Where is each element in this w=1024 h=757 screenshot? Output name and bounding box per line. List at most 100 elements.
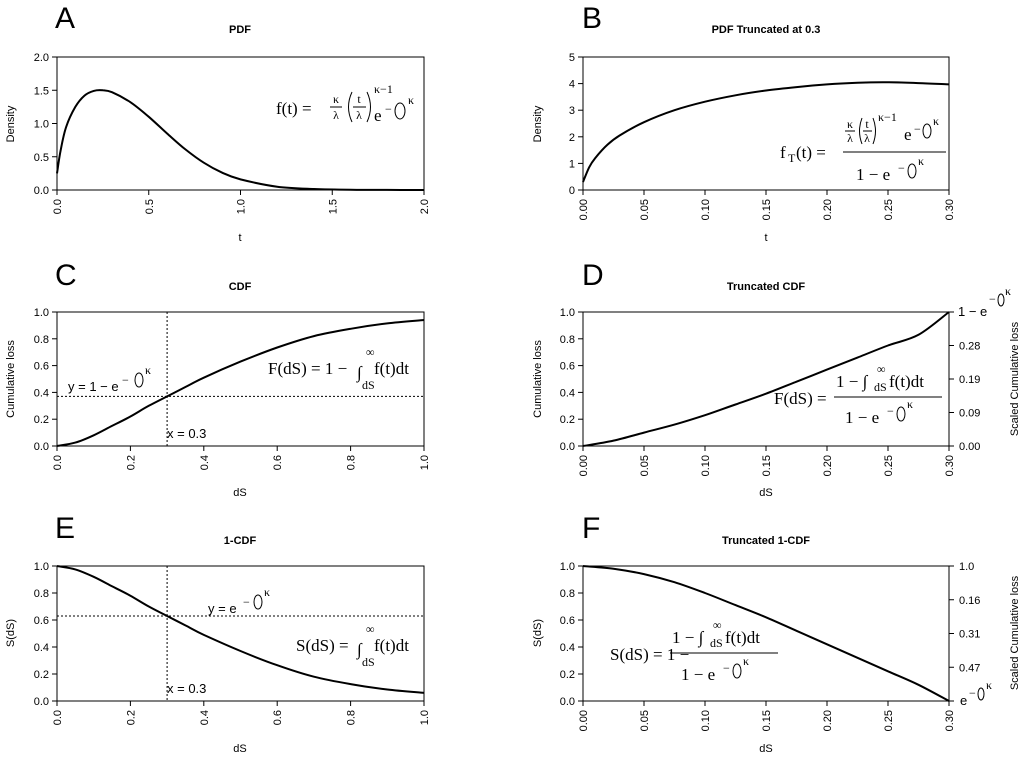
formula-b-f: f	[780, 143, 786, 162]
annotation-y-e-kexp: κ	[264, 585, 270, 599]
formula-a-t: t	[357, 92, 361, 106]
panel-label-d: D	[582, 259, 604, 292]
tick-group-e: 0.0 0.2 0.4 0.6 0.8 1.0 0.0 0.2 0.4 0.6 0.8 1.0	[34, 561, 431, 725]
formula-d-low: dS	[874, 380, 887, 394]
formula-f-lhs: S(dS) = 1 −	[610, 645, 689, 664]
plot-frame-f	[582, 565, 950, 702]
formula-f-inf: ∞	[713, 618, 722, 632]
x-tick-label-e: 1.0	[419, 710, 431, 725]
formula-b-kappa: κ	[847, 117, 853, 131]
x-axis-label-d: dS	[759, 487, 772, 499]
data-line-d	[582, 311, 950, 447]
formula-a-e: e	[374, 106, 382, 125]
annotation-y-c-glyph	[134, 372, 144, 388]
x-tick-label-b: 0.20	[822, 199, 834, 220]
y2-tick-label-d: 0.28	[959, 341, 980, 353]
y2-bottom-label-f: e	[960, 693, 967, 708]
formula-e-lhs: S(dS) =	[296, 636, 349, 655]
y2-bottom-minus-f: −	[969, 686, 976, 700]
formula-b-sub: T	[788, 151, 796, 165]
formula-a-kappa: κ	[333, 92, 339, 106]
y-axis-label-a: Density	[5, 105, 17, 142]
y-tick-label-e: 1.0	[34, 561, 49, 573]
annotation-y-c-kexp: κ	[145, 363, 151, 377]
formula-e-int: ∫	[356, 640, 363, 660]
chart-title-d: Truncated CDF	[727, 281, 806, 293]
formula-e: S(dS) = ∫ ∞ dS f(t)dt	[296, 622, 409, 669]
tick-group-a: 0.0 0.5 1.0 1.5 2.0 0.0 0.5 1.0 1.5 2.0	[34, 52, 431, 214]
y2-tick-label-f: 1.0	[959, 561, 974, 573]
formula-d-body: f(t)dt	[889, 372, 924, 391]
formula-a-lambda2: λ	[356, 108, 362, 122]
x-tick-label-b: 0.30	[944, 199, 956, 220]
chart-title-b: PDF Truncated at 0.3	[712, 24, 821, 36]
panel-label-a: A	[55, 2, 75, 35]
x-tick-label-b: 0.10	[700, 199, 712, 220]
y-tick-label-f: 0.0	[560, 696, 575, 708]
formula-a: f(t) = κ λ t λ κ−1 e − κ	[276, 82, 414, 125]
data-line-e	[56, 565, 425, 694]
x-tick-label-e: 0.6	[272, 710, 284, 725]
tick-group-d: 0.00 0.05 0.10 0.15 0.20 0.25 0.30 0.0 0.2 0.4 0.6…	[560, 307, 981, 476]
y-tick-label-a: 1.0	[34, 119, 49, 131]
formula-f-num: 1 − ∫	[672, 628, 705, 648]
y2-tick-label-f: 0.47	[959, 662, 980, 674]
formula-a-lambda: λ	[333, 108, 339, 122]
y2-bottom-glyph-f	[977, 687, 985, 701]
formula-d-frac-glyph	[896, 406, 906, 422]
formula-d-inf: ∞	[877, 362, 886, 376]
x-axis-label-c: dS	[233, 487, 246, 499]
x-tick-label-a: 0.5	[144, 199, 156, 214]
annotation-x-c: x = 0.3	[167, 426, 206, 441]
x-tick-label-e: 0.4	[199, 710, 211, 725]
formula-d-minus: −	[887, 404, 894, 418]
y-axis-label-d: Cumulative loss	[532, 340, 544, 418]
panel-f: F Truncated 1-CDF 0.00 0.05 0.10 0.15 0.20 0.…	[532, 512, 1021, 755]
x-tick-label-a: 0.0	[52, 199, 64, 214]
y-tick-label-b: 2	[569, 132, 575, 144]
y2-axis-label-d: Scaled Cumulative loss	[1009, 321, 1021, 436]
y2-tick-label-d: 0.19	[959, 374, 980, 386]
y-axis-label-c: Cumulative loss	[5, 340, 17, 418]
formula-f-frac-glyph	[732, 663, 742, 679]
y-tick-label-f: 0.4	[560, 642, 575, 654]
x-tick-label-a: 1.5	[327, 199, 339, 214]
formula-d-num: 1 − ∫	[836, 372, 869, 392]
x-tick-label-f: 0.20	[822, 710, 834, 731]
x-tick-label-b: 0.00	[578, 199, 590, 220]
x-tick-label-d: 0.00	[578, 455, 590, 476]
y2-tick-label-d: 0.00	[959, 441, 980, 453]
formula-b-exp: κ−1	[878, 110, 897, 124]
formula-a-minus: −	[385, 102, 392, 116]
y-axis-label-b: Density	[532, 105, 544, 142]
y-tick-label-d: 0.6	[560, 361, 575, 373]
formula-b-lambda: λ	[847, 131, 853, 145]
x-tick-label-b: 0.05	[639, 199, 651, 220]
y-tick-label-c: 1.0	[34, 307, 49, 319]
y-tick-label-f: 0.6	[560, 615, 575, 627]
x-axis-label-b: t	[764, 232, 767, 244]
y2-top-label-d: 1 − e	[958, 304, 987, 319]
y-tick-label-b: 5	[569, 52, 575, 64]
tick-group-c: 0.0 0.2 0.4 0.6 0.8 1.0 0.0 0.2 0.4 0.6 0.8 1.0	[34, 307, 431, 470]
x-axis-label-e: dS	[233, 743, 246, 755]
y2-top-minus-d: −	[989, 292, 996, 306]
y2-tick-label-d: 0.09	[959, 408, 980, 420]
y-axis-label-e: S(dS)	[5, 619, 17, 647]
y-tick-label-f: 0.2	[560, 669, 575, 681]
chart-title-f: Truncated 1-CDF	[722, 535, 810, 547]
y-tick-label-b: 4	[569, 79, 575, 91]
x-tick-label-f: 0.10	[700, 710, 712, 731]
x-tick-label-a: 1.0	[236, 199, 248, 214]
x-axis-label-f: dS	[759, 743, 772, 755]
plot-frame-c	[56, 311, 425, 447]
panel-label-e: E	[55, 512, 75, 545]
x-tick-label-f: 0.15	[761, 710, 773, 731]
y-tick-label-d: 0.2	[560, 414, 575, 426]
annotation-y-e-glyph	[253, 594, 263, 610]
formula-b-minus2: −	[898, 161, 905, 175]
annotation-y-e-minus: −	[243, 595, 250, 609]
tick-group-f: 0.00 0.05 0.10 0.15 0.20 0.25 0.30 0.0 0.2 0.4 0.6…	[560, 561, 981, 731]
formula-f: S(dS) = 1 − 1 − ∫ ∞ dS f(t)dt 1 − e − κ	[610, 618, 778, 684]
y-tick-label-e: 0.2	[34, 669, 49, 681]
